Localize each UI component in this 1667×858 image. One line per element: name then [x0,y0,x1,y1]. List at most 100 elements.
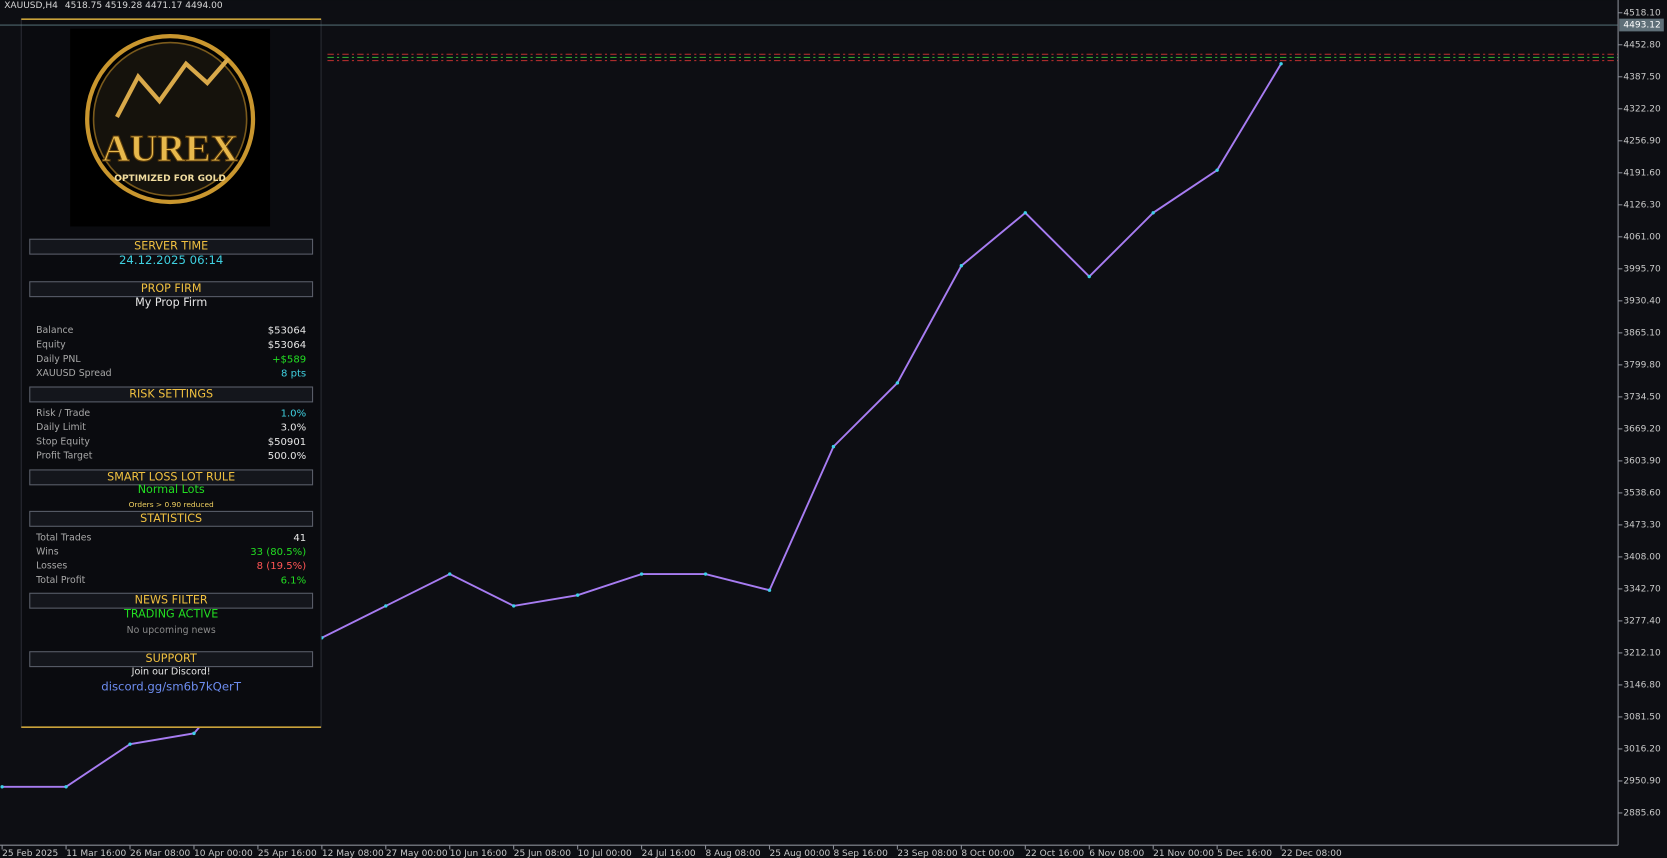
x-tick-label: 8 Aug 08:00 [706,849,761,858]
price-point [448,572,452,576]
x-tick-label: 5 Dec 16:00 [1217,849,1272,858]
row-value: 8 pts [281,369,306,380]
row-value: 500.0% [268,451,307,462]
row-value: $53064 [268,340,306,351]
row-value: $50901 [268,437,306,448]
news-note: No upcoming news [127,625,216,636]
y-tick-label: 3016.20 [1623,744,1661,754]
x-tick-label: 8 Sep 16:00 [833,849,888,858]
row-label: Risk / Trade [36,408,90,419]
symbol: XAUUSD,H4 [4,1,58,11]
section-title: SUPPORT [146,652,197,665]
x-tick-label: 22 Dec 08:00 [1281,849,1342,858]
price-point [1215,168,1219,172]
y-tick-label: 3930.40 [1623,296,1661,306]
price-point [767,588,772,592]
section-title: SMART LOSS LOT RULE [107,470,235,483]
section-bar [29,592,314,609]
x-tick-label: 21 Nov 00:00 [1153,849,1214,858]
row-value: +$589 [272,354,306,365]
price-point [1151,211,1155,215]
row-label: Wins [36,547,59,558]
y-tick-label: 3408.00 [1623,552,1661,562]
y-tick-label: 4387.50 [1623,72,1661,82]
info-panel: AUREX OPTIMIZED FOR GOLD SERVER TIME24.1… [20,18,322,729]
x-tick-label: 23 Sep 08:00 [897,849,957,858]
price-point [0,785,4,789]
section-title: STATISTICS [140,512,202,525]
row-label: Profit Target [36,451,93,462]
price-point [512,604,516,608]
logo-brand: AUREX [102,128,238,170]
y-tick-label: 3669.20 [1623,424,1661,434]
x-tick-label: 11 Mar 16:00 [66,849,126,858]
section-bar [29,238,314,255]
y-tick-label: 4061.00 [1623,232,1661,242]
y-tick-label: 4322.20 [1623,104,1661,114]
section-title: PROP FIRM [141,282,202,295]
y-tick-label: 3081.50 [1623,712,1661,722]
price-point [575,593,580,597]
x-tick-label: 25 Aug 00:00 [769,849,830,858]
row-label: Total Trades [35,532,91,543]
price-point [895,381,900,385]
logo-ring [85,34,256,205]
y-tick-label: 2885.60 [1623,808,1661,818]
current-price-box [1619,18,1664,32]
section-bar [29,386,314,403]
logo-arrow [115,57,231,118]
x-tick-label: 25 Feb 2025 [2,849,58,858]
y-tick-label: 3277.40 [1623,616,1661,626]
y-tick-label: 4256.90 [1623,136,1661,146]
row-label: XAUUSD Spread [36,368,112,379]
y-tick-label: 3603.90 [1623,456,1661,466]
y-tick-label: 2950.90 [1623,776,1661,786]
row-value: 3.0% [281,423,307,434]
x-tick-label: 10 Jun 16:00 [450,849,508,858]
section-title: NEWS FILTER [135,594,208,607]
y-tick-label: 3473.30 [1623,520,1661,530]
support-link[interactable]: discord.gg/sm6b7kQerT [101,679,242,693]
x-tick-label: 27 May 00:00 [386,849,448,858]
x-tick-label: 6 Nov 08:00 [1089,849,1144,858]
y-tick-label: 3995.70 [1623,264,1661,274]
current-price-label: 4493.12 [1623,21,1660,31]
row-label: Losses [36,561,67,572]
price-point [703,572,708,576]
price-point [384,604,388,608]
price-point [831,444,836,449]
y-tick-label: 3734.50 [1623,392,1661,402]
x-tick-label: 8 Oct 00:00 [961,849,1014,858]
y-tick-label: 3538.60 [1623,488,1661,498]
x-tick-label: 25 Apr 16:00 [258,849,317,858]
y-tick-label: 4452.80 [1623,40,1661,50]
section-bar [29,510,314,527]
price-point [64,785,68,789]
y-tick-label: 3212.10 [1623,648,1661,658]
y-tick-label: 3799.80 [1623,360,1661,370]
row-value: 8 (19.5%) [257,561,307,572]
prop-firm-name: My Prop Firm [135,296,207,309]
x-tick-label: 25 Jun 08:00 [514,849,572,858]
ohlc: 4518.75 4519.28 4471.17 4494.00 [65,1,223,11]
x-tick-label: 26 Mar 08:00 [130,849,190,858]
section-title: SERVER TIME [134,240,208,253]
row-value: $53064 [268,326,306,337]
y-tick-label: 4518.10 [1623,8,1661,18]
logo-tagline: OPTIMIZED FOR GOLD [114,174,226,184]
y-tick-label: 4126.30 [1623,200,1661,210]
row-value: 1.0% [281,409,307,420]
server-time: 24.12.2025 06:14 [119,253,223,267]
x-tick-label: 24 Jul 16:00 [642,849,696,858]
section-bar [29,651,314,668]
y-tick-label: 3146.80 [1623,680,1661,690]
price-point [1279,62,1283,66]
row-label: Stop Equity [36,436,90,447]
price-point [128,742,132,746]
row-value: 6.1% [281,575,307,586]
lot-note: Orders > 0.90 reduced [129,500,214,509]
price-point [1023,211,1027,215]
x-tick-label: 10 Jul 00:00 [578,849,632,858]
price-point [1087,274,1091,279]
row-label: Total Profit [35,575,85,586]
